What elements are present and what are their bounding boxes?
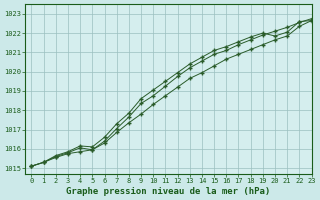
X-axis label: Graphe pression niveau de la mer (hPa): Graphe pression niveau de la mer (hPa) — [66, 187, 271, 196]
